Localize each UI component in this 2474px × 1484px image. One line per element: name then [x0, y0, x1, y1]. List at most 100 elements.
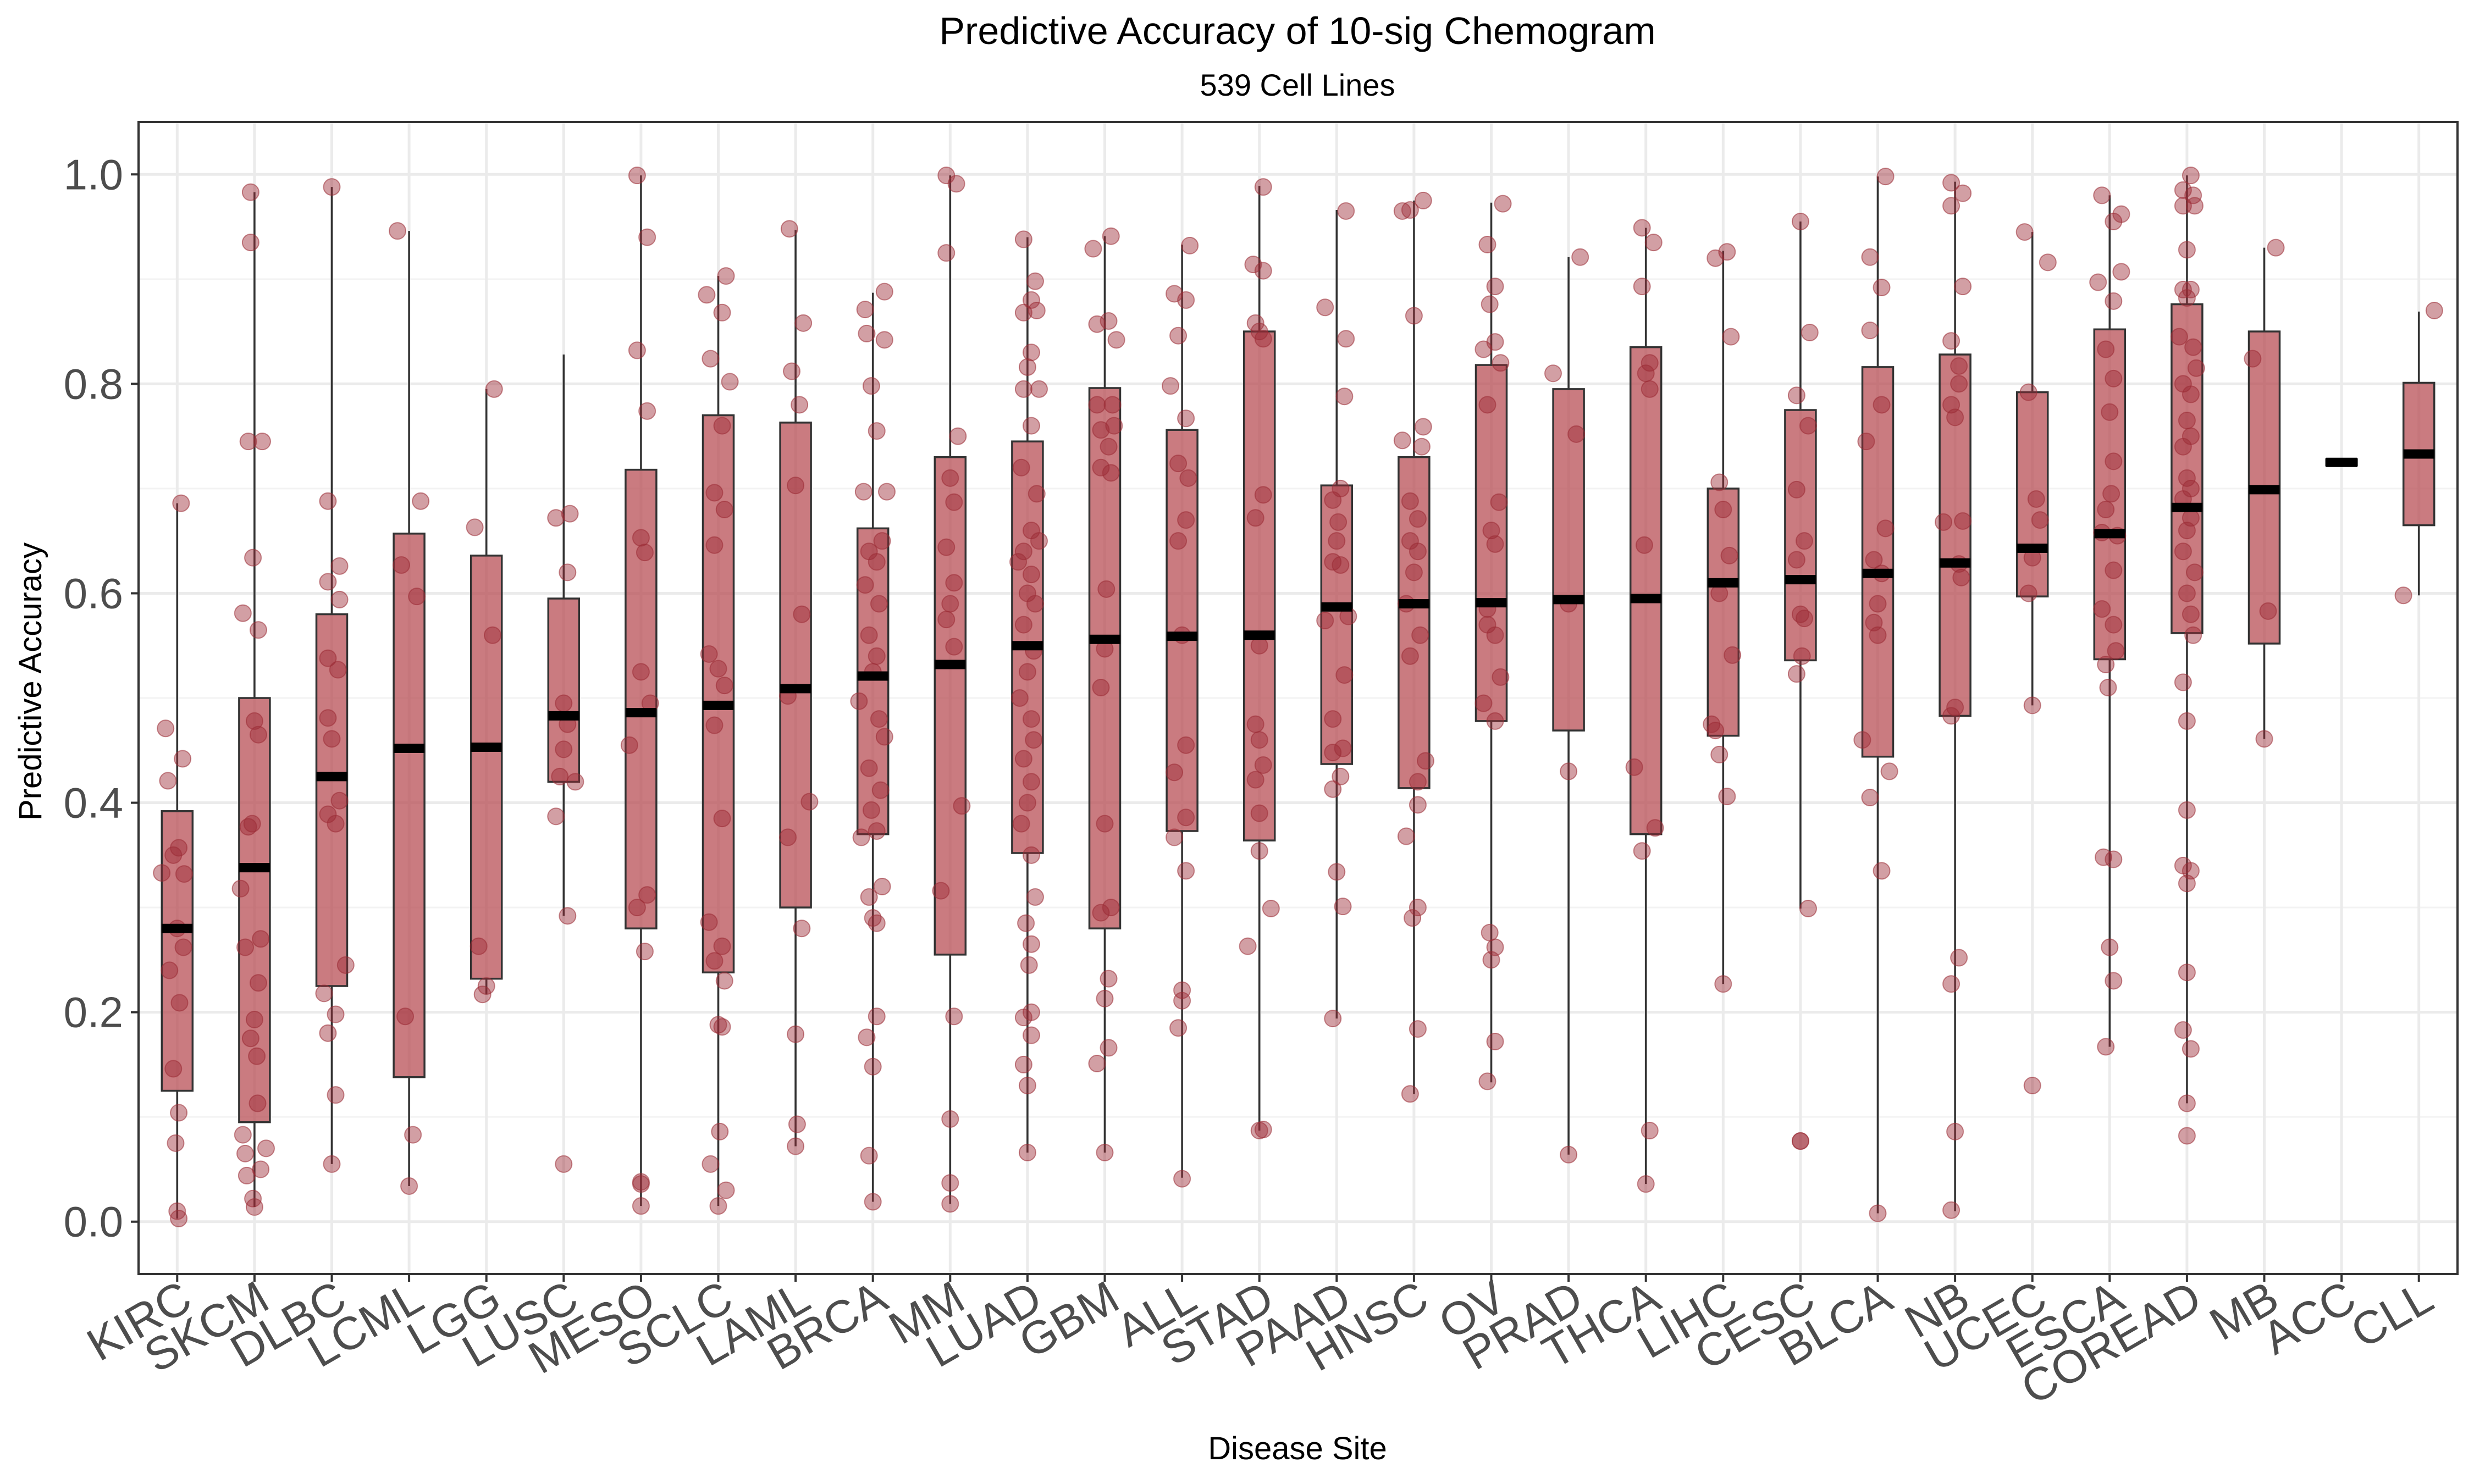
- data-point: [2105, 616, 2123, 634]
- y-axis-title: Predictive Accuracy: [13, 542, 48, 821]
- data-point: [705, 716, 724, 734]
- data-point: [547, 509, 565, 527]
- data-point: [1560, 1145, 1578, 1164]
- data-point: [252, 930, 270, 948]
- data-point: [249, 974, 267, 992]
- data-point: [638, 886, 656, 904]
- data-point: [941, 595, 959, 613]
- data-point: [159, 772, 177, 790]
- data-point: [1244, 256, 1262, 274]
- data-point: [167, 1134, 185, 1152]
- data-point: [241, 234, 259, 252]
- data-point: [1177, 511, 1195, 529]
- data-point: [1177, 862, 1195, 880]
- box-body: [470, 555, 503, 980]
- data-point: [319, 709, 337, 727]
- data-point: [787, 1137, 805, 1155]
- data-point: [1324, 710, 1342, 728]
- data-point: [483, 626, 501, 644]
- data-point: [2178, 1127, 2196, 1145]
- data-point: [1328, 863, 1346, 881]
- data-point: [1954, 184, 1972, 202]
- data-point: [632, 1197, 650, 1215]
- data-point: [1103, 396, 1122, 414]
- box-body: [1629, 346, 1663, 835]
- data-point: [329, 661, 347, 679]
- data-point: [945, 638, 963, 656]
- data-point: [1337, 202, 1355, 220]
- data-point: [1022, 710, 1040, 728]
- data-point: [1876, 168, 1895, 186]
- data-point: [1409, 796, 1427, 814]
- data-point: [1865, 551, 1883, 569]
- data-point: [628, 899, 646, 917]
- data-point: [2174, 181, 2192, 199]
- data-point: [2097, 340, 2115, 358]
- data-point: [1475, 694, 1493, 712]
- data-point: [945, 1007, 963, 1026]
- data-point: [875, 283, 893, 301]
- data-point: [2093, 186, 2111, 204]
- data-point: [1246, 314, 1264, 332]
- data-point: [1014, 1055, 1032, 1073]
- data-point: [2097, 656, 2115, 674]
- data-point: [231, 879, 250, 898]
- data-point: [1250, 731, 1268, 749]
- data-point: [941, 1195, 959, 1213]
- data-point: [168, 1202, 186, 1220]
- data-point: [860, 888, 878, 906]
- data-point: [1017, 914, 1035, 932]
- data-point: [870, 595, 888, 613]
- data-point: [1020, 956, 1038, 974]
- y-tick-label: 0.2: [64, 988, 123, 1037]
- box-body: [2171, 303, 2204, 634]
- data-point: [945, 574, 963, 592]
- box-body: [238, 697, 271, 1123]
- data-point: [1486, 278, 1504, 296]
- data-point: [2099, 678, 2117, 696]
- data-point: [1239, 937, 1257, 955]
- data-point: [1954, 512, 1972, 530]
- data-point: [1329, 513, 1348, 531]
- data-point: [1334, 739, 1352, 757]
- data-point: [713, 303, 731, 322]
- data-point: [870, 710, 888, 728]
- data-point: [868, 1007, 886, 1026]
- data-point: [875, 331, 893, 349]
- box-body: [393, 533, 426, 1078]
- data-point: [1022, 773, 1040, 791]
- data-point: [2178, 584, 2196, 602]
- data-point: [1869, 626, 1887, 644]
- data-point: [1316, 298, 1334, 317]
- data-point: [1952, 568, 1970, 586]
- data-point: [937, 611, 956, 629]
- data-point: [636, 943, 654, 961]
- data-point: [1637, 364, 1655, 383]
- data-point: [559, 563, 577, 582]
- data-point: [1010, 689, 1029, 707]
- data-point: [1102, 227, 1120, 245]
- data-point: [2027, 490, 2045, 508]
- data-point: [1025, 731, 1043, 749]
- data-point: [1254, 330, 1272, 348]
- data-point: [1404, 909, 1422, 927]
- data-point: [234, 604, 252, 622]
- data-point: [248, 1094, 267, 1112]
- data-point: [253, 433, 271, 451]
- data-point: [1633, 219, 1651, 237]
- data-point: [1478, 1072, 1496, 1090]
- data-point: [2182, 1040, 2200, 1058]
- data-point: [1169, 1019, 1188, 1037]
- data-point: [620, 736, 638, 754]
- data-point: [249, 621, 267, 639]
- data-point: [319, 1024, 337, 1042]
- data-point: [1262, 899, 1280, 917]
- data-point: [238, 1166, 256, 1184]
- data-point: [555, 1155, 573, 1173]
- data-point: [1324, 1010, 1342, 1028]
- data-point: [2097, 1038, 2115, 1056]
- data-point: [2019, 383, 2037, 401]
- data-point: [1876, 519, 1895, 538]
- data-point: [852, 828, 870, 846]
- data-point: [949, 427, 967, 445]
